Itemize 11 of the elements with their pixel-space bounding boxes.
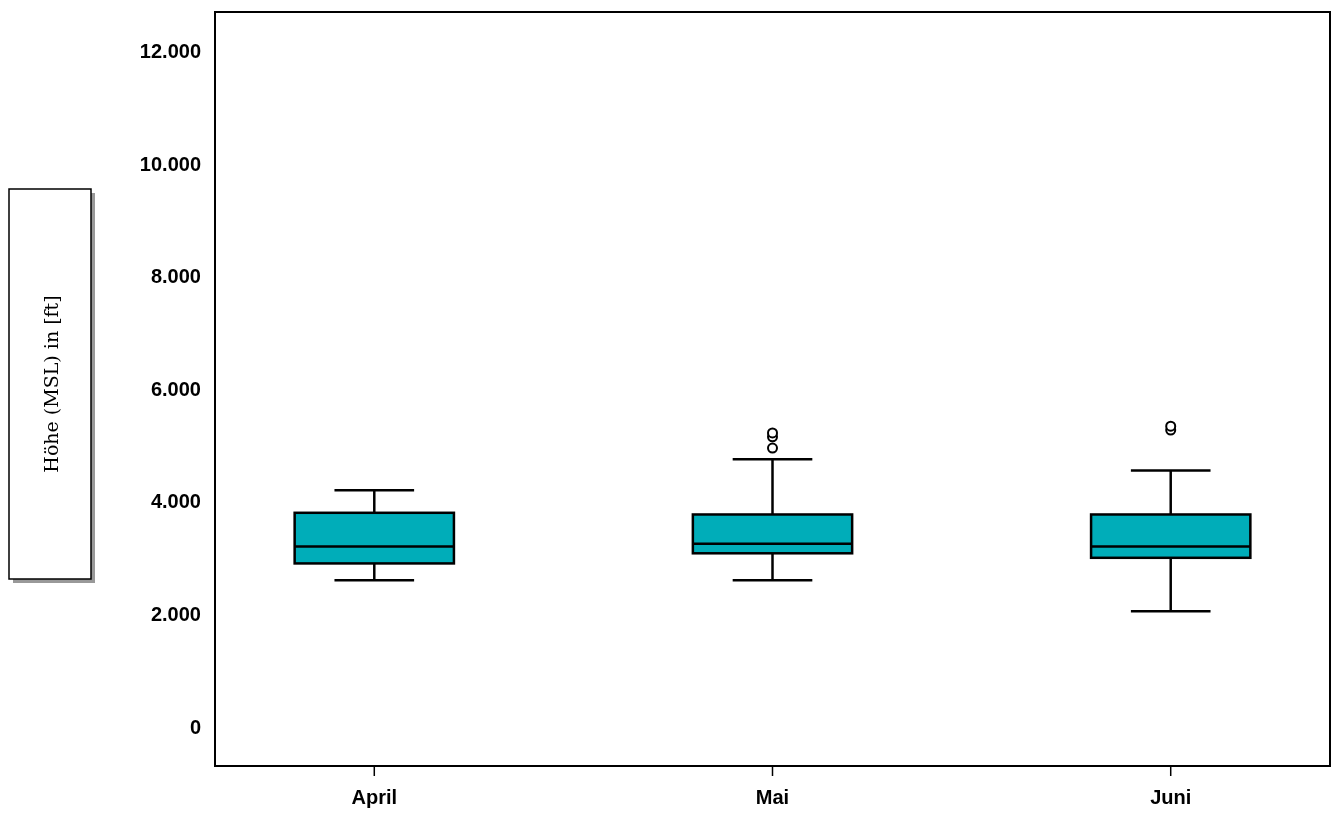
y-tick-label: 8.000 — [150, 265, 201, 288]
y-tick-label: 12.000 — [139, 40, 201, 63]
x-tick-label: Juni — [1150, 786, 1192, 809]
x-tick-label: April — [351, 786, 398, 809]
y-tick-label: 6.000 — [150, 377, 201, 400]
y-tick-label: 10.000 — [139, 152, 201, 175]
x-tick-label: Mai — [755, 786, 790, 809]
y-tick-label: 2.000 — [150, 602, 201, 625]
y-axis-title: Höhe (MSL) in [ft] — [40, 295, 62, 473]
y-tick-label: 4.000 — [150, 490, 201, 513]
y-tick-label: 0 — [189, 715, 201, 738]
